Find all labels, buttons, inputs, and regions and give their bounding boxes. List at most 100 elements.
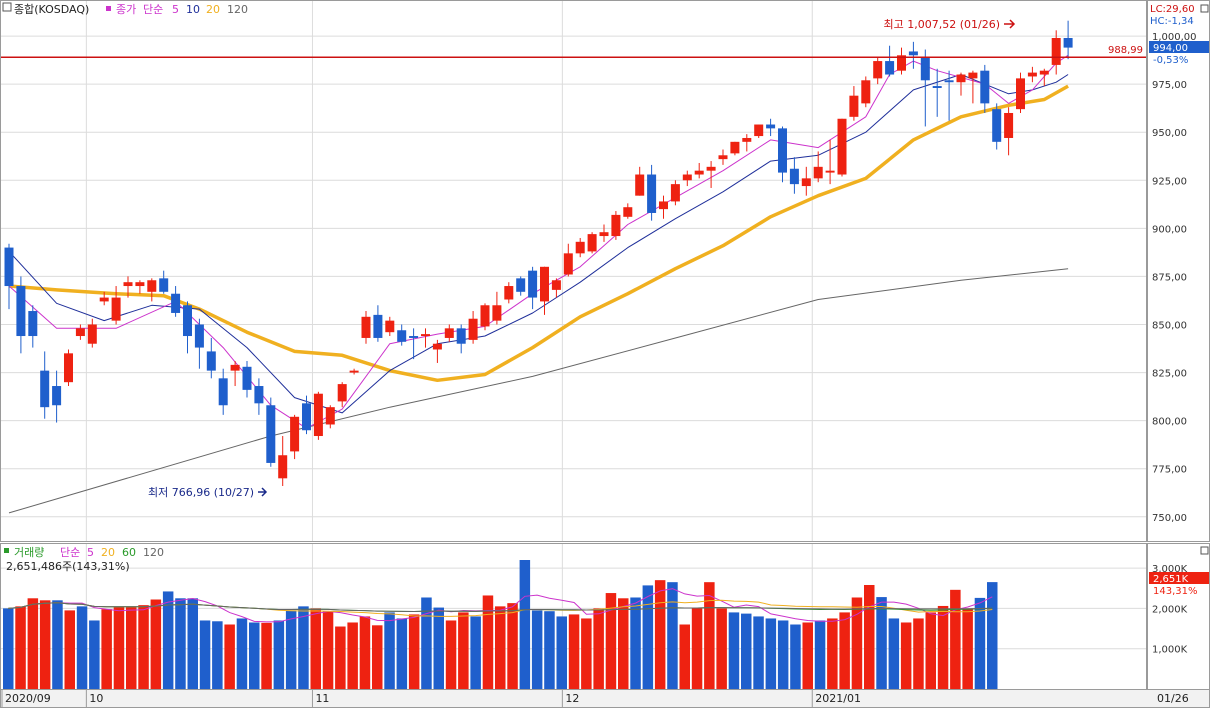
volume-ma-120-path bbox=[8, 602, 993, 613]
volume-bar bbox=[433, 607, 444, 689]
candle-body bbox=[932, 86, 942, 88]
price-tick-label: 775,00 bbox=[1152, 465, 1187, 476]
candle-body bbox=[397, 330, 407, 342]
volume-bar bbox=[937, 605, 949, 689]
candle-body bbox=[599, 232, 609, 237]
volume-bar bbox=[950, 589, 961, 689]
candle-body bbox=[409, 336, 419, 338]
candle-body bbox=[159, 278, 169, 292]
volume-bar bbox=[322, 611, 334, 689]
volume-tick-label: 1,000K bbox=[1152, 645, 1188, 656]
candle-body bbox=[135, 282, 145, 287]
volume-bar bbox=[150, 599, 162, 689]
close-label: 종가 bbox=[116, 3, 136, 16]
volume-bar bbox=[581, 618, 592, 689]
price-tick-label: 750,00 bbox=[1152, 513, 1187, 524]
lc-label: LC:29,60 bbox=[1150, 4, 1195, 15]
volume-bar bbox=[913, 618, 924, 689]
volume-bar bbox=[261, 622, 272, 689]
volume-bar bbox=[482, 595, 494, 689]
candle-body bbox=[1016, 78, 1025, 110]
candle-body bbox=[885, 61, 895, 75]
candle-body bbox=[194, 324, 204, 348]
volume-bars bbox=[3, 560, 998, 689]
market-label[interactable]: 종합(KOSDAQ) bbox=[14, 3, 89, 16]
price-tick-label: 850,00 bbox=[1152, 320, 1187, 331]
volume-bar bbox=[618, 598, 629, 689]
x-tick-label: 12 bbox=[565, 692, 579, 705]
volume-bar bbox=[593, 608, 604, 689]
volume-axis-panel bbox=[1147, 543, 1210, 690]
candle-body bbox=[682, 174, 692, 181]
candle-body bbox=[920, 57, 930, 81]
high-annotation: 최고 1,007,52 (01/26) bbox=[883, 18, 1000, 31]
candle-body bbox=[635, 174, 645, 196]
candle-body bbox=[908, 51, 918, 56]
volume-bar bbox=[777, 620, 789, 689]
volume-bar bbox=[544, 611, 555, 689]
volume-bar bbox=[212, 621, 223, 689]
volume-bar bbox=[790, 624, 801, 689]
candle-body bbox=[325, 407, 335, 425]
current-price-label: 994,00 bbox=[1153, 43, 1188, 54]
candle-body bbox=[313, 393, 323, 437]
volume-bar bbox=[101, 609, 112, 689]
candle-body bbox=[1051, 37, 1061, 65]
volume-bar bbox=[691, 608, 703, 689]
candle-body bbox=[754, 124, 764, 137]
candle-body bbox=[789, 168, 799, 185]
volume-tick-label: 2,000K bbox=[1152, 604, 1188, 615]
candle-body bbox=[64, 353, 73, 383]
panel-settings-icon[interactable] bbox=[1200, 4, 1209, 13]
ma-period-120: 120 bbox=[227, 3, 248, 16]
volume-title: 거래량 bbox=[14, 546, 44, 559]
ref-line-label: 988,99 bbox=[1108, 45, 1143, 56]
price-tick-label: 900,00 bbox=[1152, 224, 1187, 235]
volume-bar bbox=[458, 612, 469, 689]
volume-bar bbox=[962, 608, 973, 689]
price-tick-label: 925,00 bbox=[1152, 176, 1187, 187]
price-tick-label: 975,00 bbox=[1152, 80, 1187, 91]
volume-axis-ticks: 1,000K 2,000K 3,000K bbox=[1152, 564, 1188, 656]
candle-body bbox=[968, 72, 978, 79]
legend-toggle-icon[interactable] bbox=[2, 2, 12, 12]
volume-bar bbox=[138, 605, 149, 689]
candle-body bbox=[551, 280, 561, 290]
candle-body bbox=[123, 282, 133, 287]
candle-body bbox=[206, 351, 216, 371]
volume-ma-120: 120 bbox=[143, 546, 164, 559]
volume-bar bbox=[89, 620, 100, 689]
volume-bar bbox=[335, 626, 346, 689]
x-tick-label: 10 bbox=[89, 692, 103, 705]
current-price-badge bbox=[1149, 41, 1209, 53]
candle-body bbox=[337, 384, 347, 402]
panel-collapse-icon[interactable] bbox=[1200, 546, 1209, 555]
candle-body bbox=[99, 297, 109, 302]
volume-bar bbox=[347, 622, 358, 689]
candle-body bbox=[373, 314, 383, 338]
ma-20-line bbox=[8, 84, 1069, 383]
candle-body bbox=[659, 201, 668, 210]
volume-bar bbox=[310, 608, 321, 689]
candle-body bbox=[837, 118, 847, 175]
volume-bar bbox=[630, 597, 641, 689]
candle-body bbox=[956, 74, 966, 83]
volume-bar bbox=[445, 620, 457, 689]
candle-body bbox=[432, 343, 442, 350]
volume-right-pct: 143,31% bbox=[1153, 586, 1198, 597]
volume-ma-60: 60 bbox=[122, 546, 136, 559]
price-tick-label: 950,00 bbox=[1152, 128, 1187, 139]
volume-bar bbox=[359, 616, 371, 689]
volume-bar bbox=[126, 607, 137, 689]
volume-bar bbox=[802, 622, 813, 689]
volume-bar bbox=[679, 624, 690, 689]
volume-bar bbox=[814, 620, 826, 689]
candle-body bbox=[456, 328, 466, 344]
volume-bar bbox=[728, 612, 740, 689]
candle-body bbox=[540, 266, 549, 302]
volume-ma-lines bbox=[8, 588, 993, 623]
x-axis-ticks: 2020/09 10 11 12 2021/01 bbox=[1, 690, 861, 707]
candle-body bbox=[218, 378, 228, 406]
candle-body bbox=[480, 305, 490, 327]
